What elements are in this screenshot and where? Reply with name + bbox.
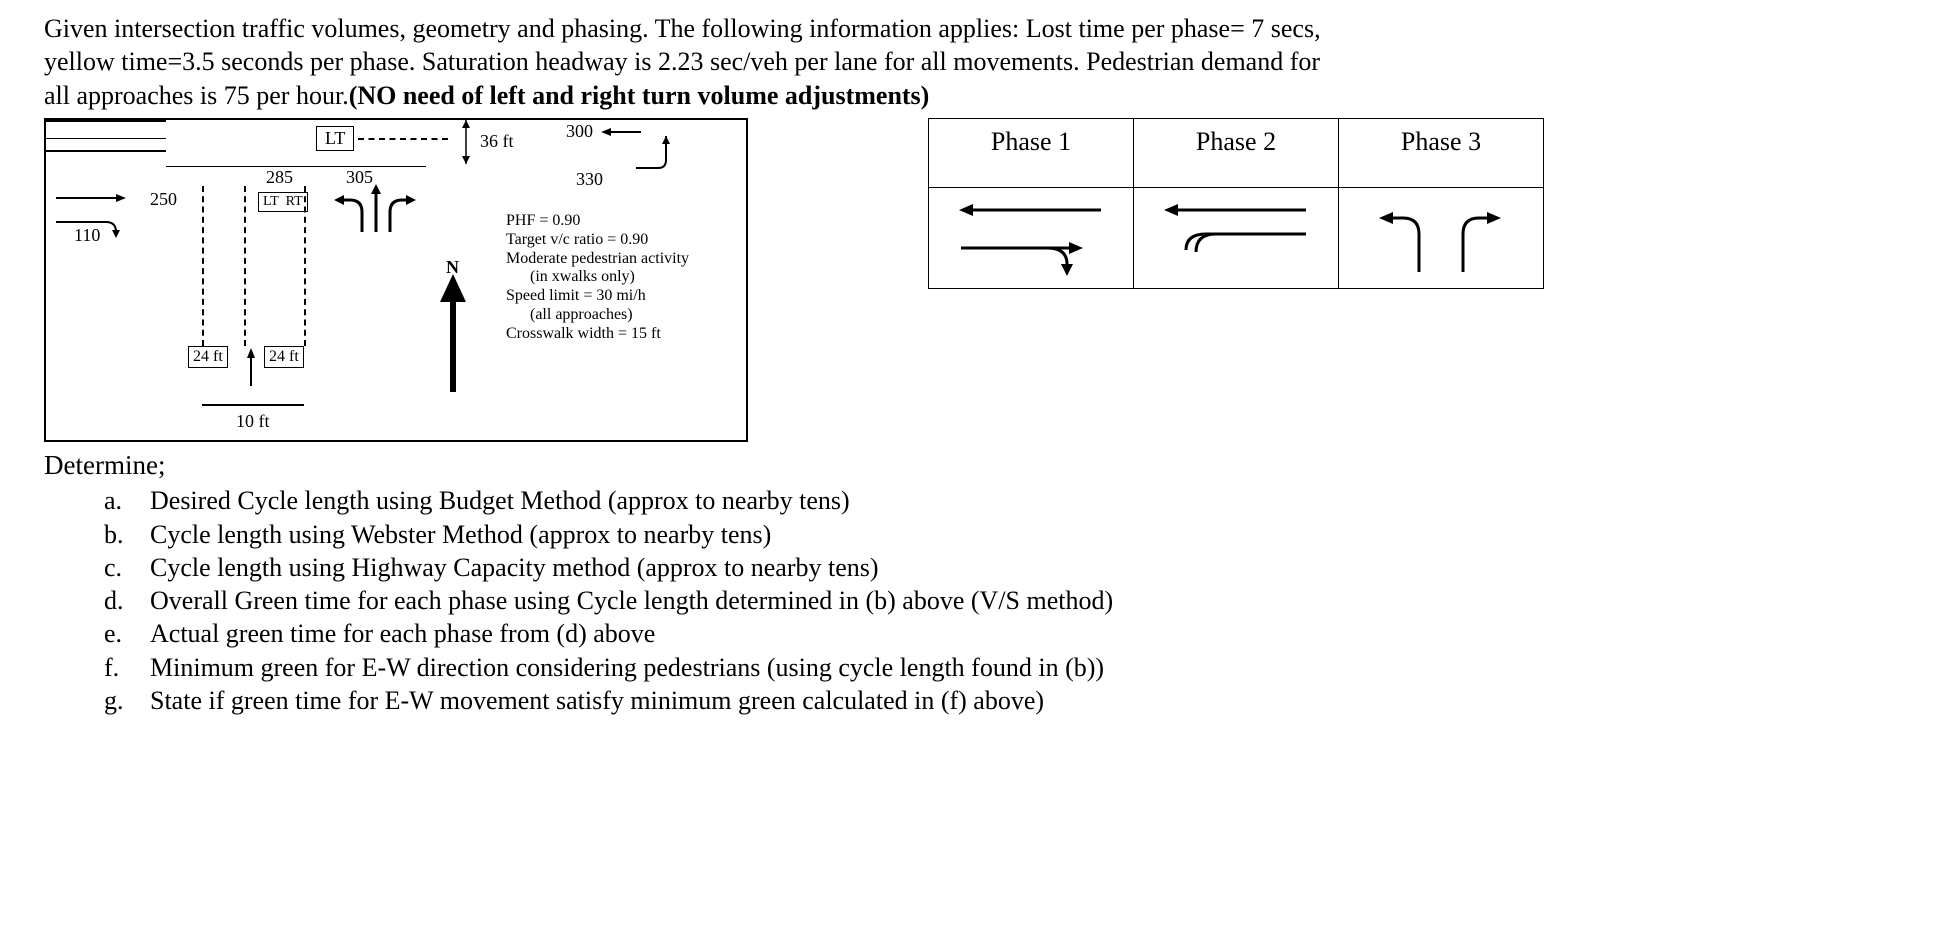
txt: Given intersection traffic volumes, geom… [44,14,1251,43]
phase3-header: Phase 3 [1339,118,1544,187]
txt: for all movements. Pedestrian demand for [877,47,1320,76]
vol-330: 330 [576,168,603,191]
phase3-cell [1339,187,1544,288]
intersection-diagram: LT 36 ft 300 330 285 305 [44,118,748,442]
txt: 3.5 seconds per phase. [182,47,415,76]
lt-rt-label: LT RT [258,192,308,212]
txt-bold: (NO need of left and right turn volume a… [349,81,930,110]
vol-285: 285 [266,166,293,189]
speed-limit: Speed limit = 30 mi/h [506,287,689,306]
item-g: State if green time for E-W movement sat… [150,684,1044,717]
ped-activity: Moderate pedestrian activity [506,250,689,269]
phase3-arrows-icon [1361,194,1521,274]
item-b: Cycle length using Webster Method (appro… [150,518,771,551]
target-vc: Target v/c ratio = 0.90 [506,231,689,250]
item-e: Actual green time for each phase from (d… [150,617,655,650]
phase2-cell [1134,187,1339,288]
phf: PHF = 0.90 [506,212,689,231]
determine-heading: Determine; [44,448,1901,483]
phase1-header: Phase 1 [929,118,1134,187]
item-letter: c. [104,551,150,584]
txt: yellow time= [44,47,182,76]
dim-36ft: 36 ft [480,130,514,153]
item-letter: f. [104,651,150,684]
dim-10ft: 10 ft [236,410,270,433]
item-letter: b. [104,518,150,551]
txt: Saturation headway is [415,47,658,76]
item-a: Desired Cycle length using Budget Method… [150,484,850,517]
item-f: Minimum green for E-W direction consider… [150,651,1104,684]
vol-110: 110 [74,224,100,247]
dim-24ft-left: 24 ft [188,346,228,368]
phase1-cell [929,187,1134,288]
lt-label-box: LT [316,126,354,151]
phase2-header: Phase 2 [1134,118,1339,187]
txt: 2.23 sec/veh per lane [658,47,877,76]
txt: 7 secs, [1251,14,1320,43]
vol-300: 300 [566,120,593,143]
phase2-arrows-icon [1156,194,1316,274]
determine-list: a.Desired Cycle length using Budget Meth… [104,484,1901,717]
item-d: Overall Green time for each phase using … [150,584,1113,617]
north-arrow-icon [436,274,470,394]
phase1-arrows-icon [951,194,1111,274]
vol-250: 250 [150,188,177,211]
dim-24ft-right: 24 ft [264,346,304,368]
crosswalk-width: Crosswalk width = 15 ft [506,325,689,344]
problem-statement: Given intersection traffic volumes, geom… [44,12,1901,112]
item-letter: d. [104,584,150,617]
item-letter: g. [104,684,150,717]
ped-activity-sub: (in xwalks only) [506,268,689,287]
speed-limit-sub: (all approaches) [506,306,689,325]
item-c: Cycle length using Highway Capacity meth… [150,551,879,584]
parameters-block: PHF = 0.90 Target v/c ratio = 0.90 Moder… [506,212,689,344]
item-letter: a. [104,484,150,517]
txt: all approaches is 75 per hour. [44,81,349,110]
item-letter: e. [104,617,150,650]
phase-table: Phase 1 Phase 2 Phase 3 [928,118,1544,289]
